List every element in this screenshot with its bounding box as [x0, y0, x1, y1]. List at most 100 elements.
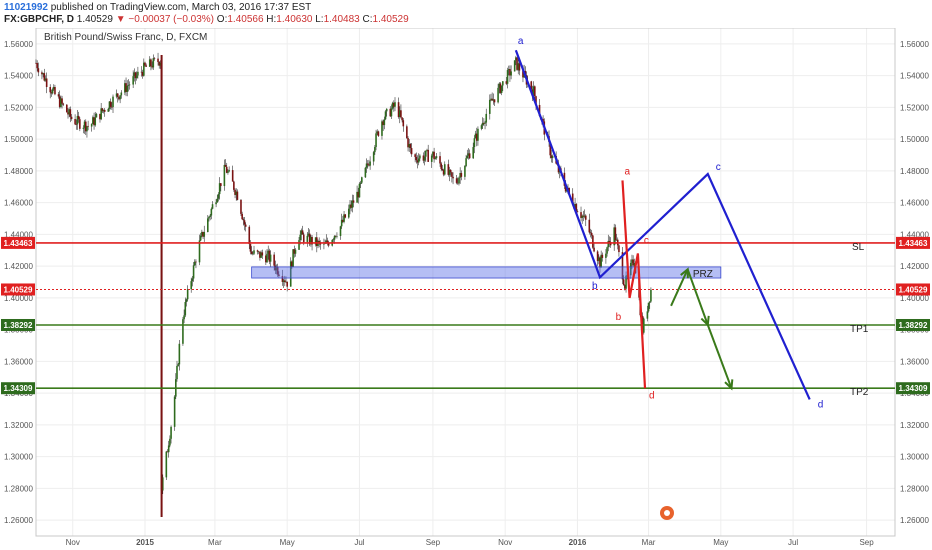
candle-body [95, 113, 98, 118]
candle-body [493, 99, 496, 103]
candle-body [60, 98, 62, 107]
candle-body [613, 227, 615, 246]
candle-body [414, 154, 416, 157]
candle-body [410, 148, 413, 155]
candle-body [502, 81, 504, 86]
candle-body [618, 245, 620, 253]
candle-body [83, 121, 86, 128]
close-label: C: [362, 14, 373, 25]
publish-info: published on TradingView.com, March 03, … [50, 2, 312, 13]
candle-body [169, 438, 171, 446]
candle-body [574, 204, 576, 209]
candle-body [182, 319, 184, 344]
candle-body [266, 253, 268, 263]
candle-body [207, 218, 209, 233]
candle-body [535, 96, 537, 105]
candle-body [275, 266, 278, 271]
price-badge-text: 1.34309 [899, 384, 928, 393]
candle-body [220, 183, 222, 187]
candle-body [452, 176, 454, 179]
price-badge-left [1, 382, 35, 395]
open-label: O: [216, 14, 228, 25]
candle-body [568, 187, 570, 194]
candle-body [374, 146, 376, 153]
candle-body [650, 289, 652, 302]
candle-body [143, 62, 145, 76]
candle-body [132, 76, 134, 85]
candle-body [483, 122, 485, 124]
candle-body [340, 219, 343, 227]
level-lines[interactable]: SL TP1 TP2 [36, 242, 895, 398]
candle-body [285, 281, 287, 283]
candle-body [107, 108, 110, 112]
y-tick-left: 1.56000 [4, 40, 33, 49]
harmonic-patterns[interactable]: a b c d a b c d [514, 36, 823, 410]
replay-icon[interactable] [660, 506, 674, 520]
candle-body [621, 252, 624, 280]
candle-body [599, 257, 601, 268]
candle-body [145, 65, 147, 67]
candle-body [384, 111, 387, 120]
candle-body [125, 83, 127, 92]
y-tick-left: 1.48000 [4, 167, 33, 176]
candle-body [298, 240, 300, 250]
projection-arrowhead [700, 315, 710, 328]
candle-body [440, 163, 443, 169]
candle-body [308, 233, 311, 245]
candle-body [439, 156, 441, 164]
candle-body [499, 83, 502, 93]
candle-body [76, 115, 79, 125]
candle-body [349, 204, 351, 209]
candle-body [402, 120, 405, 127]
candle-body [497, 87, 499, 103]
y-tick-left: 1.32000 [4, 421, 33, 430]
candle-body [300, 230, 303, 235]
author-link[interactable]: 11021992 [4, 2, 48, 13]
candle-body [607, 240, 610, 248]
candle-body [201, 231, 203, 236]
candle-body [581, 215, 584, 218]
candle-body [464, 165, 466, 177]
candle-body [223, 164, 226, 187]
candle-body [216, 198, 219, 203]
price-badge-left [1, 283, 35, 296]
candle-body [327, 243, 330, 246]
candle-body [390, 108, 393, 117]
candle-body [451, 172, 453, 177]
candle-body [133, 72, 136, 77]
candle-body [161, 477, 164, 491]
candle-body [369, 161, 371, 166]
candle-body [218, 183, 221, 195]
level-label: TP2 [850, 387, 869, 398]
candle-body [250, 251, 253, 254]
candle-body [109, 101, 112, 107]
candle-body [434, 158, 437, 160]
candle-body [234, 189, 236, 195]
candle-body [259, 251, 261, 258]
candle-body [211, 204, 214, 209]
candle-body [475, 133, 478, 141]
candle-body [193, 261, 196, 266]
price-chart[interactable]: British Pound/Swiss Franc, D, FXCM 1.560… [0, 28, 932, 550]
symbol-label[interactable]: FX:GBPCHF, D [4, 14, 74, 25]
candle-body [632, 259, 634, 266]
candle-body [281, 276, 284, 282]
candle-body [90, 124, 93, 127]
candle-body [167, 445, 170, 453]
candle-body [58, 96, 61, 107]
candle-body [473, 138, 476, 148]
price-badge-text: 1.43463 [4, 239, 33, 248]
x-tick: Mar [642, 538, 656, 547]
y-tick-right: 1.46000 [900, 199, 929, 208]
candle-body [314, 237, 317, 245]
price-badge-text: 1.40529 [899, 285, 928, 294]
candle-body [244, 224, 247, 227]
price-badge-text: 1.43463 [899, 239, 928, 248]
candle-body [459, 173, 461, 178]
candle-body [592, 235, 594, 248]
candle-body [41, 72, 43, 75]
candle-body [173, 396, 176, 427]
prz-zone[interactable]: PRZ [251, 266, 722, 280]
candle-body [274, 265, 277, 271]
candle-body [316, 237, 318, 246]
